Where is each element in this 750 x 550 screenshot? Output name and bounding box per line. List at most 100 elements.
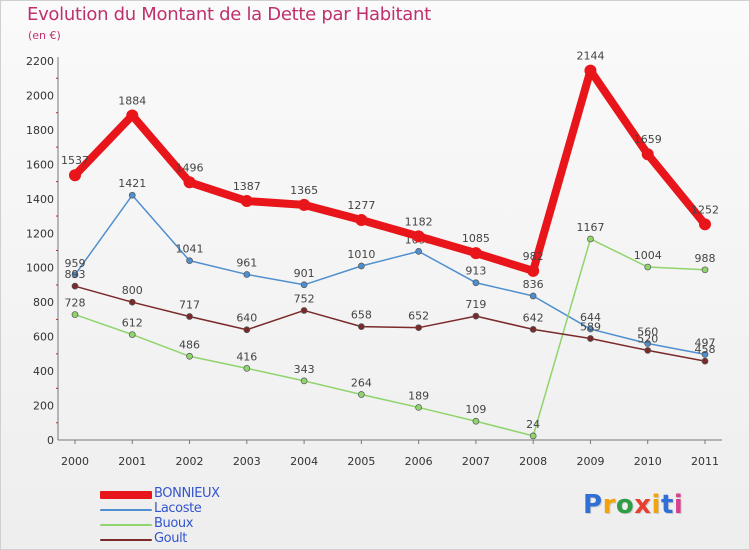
y-tick-label: 1200 [26, 227, 54, 240]
data-point [527, 264, 540, 277]
x-tick-label: 2000 [61, 455, 89, 468]
data-point [472, 279, 480, 287]
data-point [469, 247, 482, 260]
legend-item: Buoux [100, 516, 320, 532]
data-label: 458 [695, 343, 716, 356]
data-label: 1421 [118, 177, 146, 190]
data-point [128, 191, 136, 199]
data-point [298, 198, 311, 211]
data-point [243, 271, 251, 278]
data-label: 612 [122, 317, 143, 330]
series-line-goult [74, 285, 706, 362]
chart-subtitle: (en €) [28, 29, 61, 42]
data-point [69, 169, 81, 182]
data-point [699, 218, 711, 231]
data-point [240, 195, 253, 208]
y-tick-label: 2200 [26, 55, 54, 68]
data-point [415, 404, 422, 411]
data-point [355, 214, 368, 227]
y-tick-label: 200 [33, 400, 54, 413]
data-label: 24 [526, 418, 540, 431]
data-label: 982 [523, 250, 544, 263]
x-tick-label: 2001 [118, 455, 146, 468]
legend-swatch [100, 491, 152, 499]
data-point [126, 109, 139, 122]
data-label: 343 [294, 363, 315, 376]
legend-label: Lacoste [154, 501, 202, 516]
data-label: 901 [294, 267, 315, 280]
data-label: 717 [179, 298, 200, 311]
data-label: 560 [637, 326, 658, 339]
data-point [587, 325, 594, 333]
data-label: 913 [465, 265, 486, 278]
data-point [128, 298, 136, 306]
legend-item: BONNIEUX [100, 486, 320, 502]
x-tick-label: 2005 [347, 455, 375, 468]
x-tick-label: 2011 [691, 455, 719, 468]
data-label: 1167 [576, 221, 604, 234]
chart-legend: BONNIEUX Lacoste Buoux Goult [100, 486, 320, 547]
data-label: 719 [465, 298, 486, 311]
data-label: 658 [351, 309, 372, 322]
data-label: 644 [580, 311, 601, 324]
logo-letter: r [602, 490, 616, 520]
data-point [186, 352, 193, 360]
data-point [529, 292, 537, 300]
data-label: 497 [695, 336, 716, 349]
data-label: 1496 [176, 161, 204, 174]
data-point [587, 235, 594, 243]
y-tick-label: 800 [33, 296, 54, 309]
data-label: 1387 [233, 180, 261, 193]
y-tick-label: 1600 [26, 158, 54, 171]
data-label: 416 [236, 350, 257, 363]
data-label: 640 [236, 312, 257, 325]
legend-label: BONNIEUX [154, 486, 220, 501]
logo-letter: P [583, 490, 603, 520]
data-point [644, 340, 652, 347]
y-tick-label: 1000 [26, 262, 54, 275]
logo-letter: o [615, 490, 635, 520]
data-point [71, 311, 79, 318]
logo-letter: i [651, 490, 661, 520]
data-label: 1277 [347, 199, 375, 212]
chart-title: Evolution du Montant de la Dette par Hab… [27, 4, 431, 25]
data-point [412, 230, 425, 243]
data-label: 1004 [634, 249, 662, 262]
data-label: 589 [580, 321, 601, 334]
data-label: 264 [351, 377, 372, 390]
legend-item: Lacoste [100, 501, 320, 517]
data-label: 1041 [176, 243, 204, 256]
data-point [186, 257, 193, 265]
data-point [186, 313, 193, 320]
data-point [644, 347, 652, 354]
data-point [358, 262, 365, 270]
data-label: 486 [179, 338, 200, 351]
data-point [644, 263, 652, 271]
series-line-buoux [74, 238, 706, 437]
data-point [587, 335, 594, 342]
x-tick-label: 2008 [519, 455, 547, 468]
data-point [415, 324, 422, 332]
legend-label: Buoux [154, 516, 194, 531]
logo-letter: i [673, 490, 684, 520]
y-tick-label: 1800 [26, 124, 54, 137]
x-tick-label: 2009 [576, 455, 604, 468]
data-point [243, 364, 251, 372]
x-tick-label: 2002 [176, 455, 204, 468]
data-label: 988 [695, 252, 716, 265]
data-point [243, 326, 251, 334]
data-label: 1884 [118, 94, 146, 107]
data-point [183, 176, 196, 189]
series-line-bonnieux [71, 66, 709, 275]
data-label: 1659 [634, 133, 662, 146]
data-point [701, 357, 709, 365]
data-label: 189 [408, 389, 429, 402]
data-point [71, 282, 79, 290]
data-label: 1365 [290, 184, 318, 197]
data-point [529, 432, 537, 440]
data-label: 800 [122, 284, 143, 297]
data-label: 2144 [576, 50, 604, 63]
data-label: 752 [294, 292, 315, 305]
